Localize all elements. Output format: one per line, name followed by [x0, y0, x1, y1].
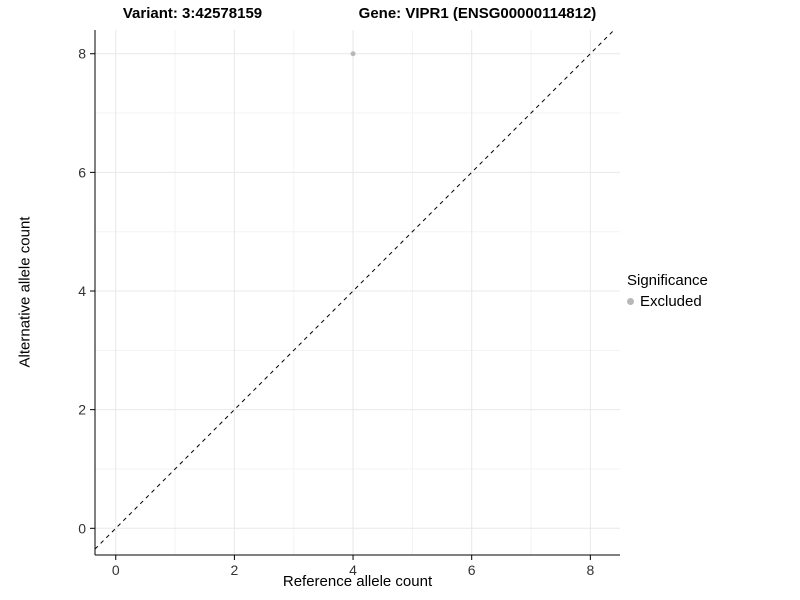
x-tick-label: 4 [349, 562, 357, 578]
variant-title: Variant: 3:42578159 [122, 5, 263, 22]
y-tick-label: 4 [78, 283, 86, 299]
excluded-point-icon [627, 298, 634, 305]
identity-line [94, 29, 615, 550]
x-tick-label: 8 [586, 562, 594, 578]
y-tick-label: 8 [78, 46, 86, 62]
y-tick-label: 2 [78, 402, 86, 418]
legend-item-label: Excluded [640, 293, 702, 310]
legend-title: Significance [627, 272, 708, 289]
x-axis-label: Reference allele count [282, 573, 433, 590]
legend: Significance Excluded [627, 272, 708, 310]
gene-title: Gene: VIPR1 (ENSG00000114812) [358, 5, 597, 22]
x-tick-label: 6 [468, 562, 476, 578]
x-tick-label: 2 [231, 562, 239, 578]
legend-item-excluded: Excluded [627, 293, 708, 310]
x-tick-label: 0 [112, 562, 120, 578]
y-axis-label: Alternative allele count [16, 216, 34, 368]
data-point [350, 51, 356, 57]
y-tick-label: 0 [78, 520, 86, 536]
y-tick-label: 6 [78, 164, 86, 180]
